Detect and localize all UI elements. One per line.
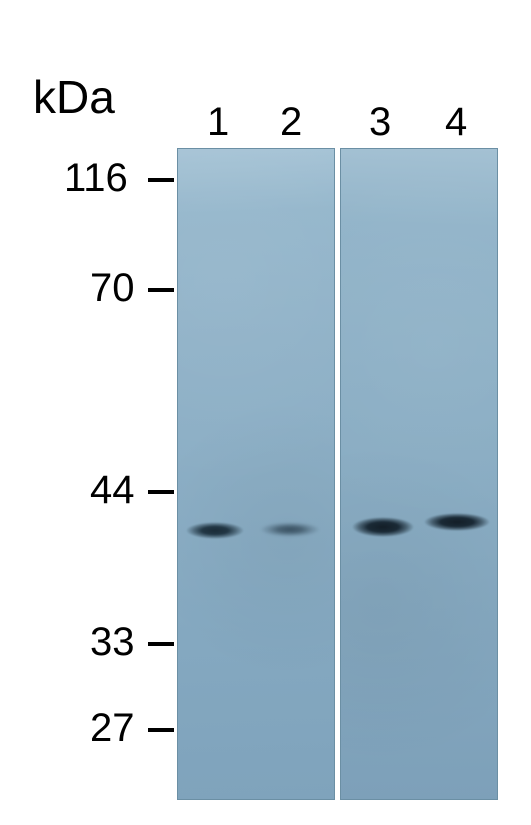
marker-tick-70: [148, 288, 174, 292]
band-lane2: [260, 522, 320, 537]
marker-label-44: 44: [90, 468, 135, 513]
band-lane1: [186, 522, 244, 539]
marker-label-116: 116: [64, 156, 128, 201]
band-lane4: [424, 513, 490, 531]
marker-label-27: 27: [90, 706, 135, 751]
blot-figure: kDa 116 70 44 33 27 1 2 3 4: [0, 0, 531, 825]
marker-label-70: 70: [90, 266, 135, 311]
marker-tick-116: [148, 178, 174, 182]
membrane-left-overlay: [178, 149, 334, 799]
band-lane3: [352, 517, 414, 537]
marker-tick-27: [148, 728, 174, 732]
lane-label-3: 3: [369, 100, 391, 145]
marker-tick-44: [148, 490, 174, 494]
membrane-right-overlay: [341, 149, 497, 799]
membrane-right: [340, 148, 498, 800]
membrane-left: [177, 148, 335, 800]
lane-label-1: 1: [207, 100, 229, 145]
lane-label-2: 2: [280, 100, 302, 145]
lane-label-4: 4: [445, 100, 467, 145]
marker-tick-33: [148, 642, 174, 646]
marker-label-33: 33: [90, 620, 135, 665]
axis-unit-label: kDa: [33, 70, 115, 124]
